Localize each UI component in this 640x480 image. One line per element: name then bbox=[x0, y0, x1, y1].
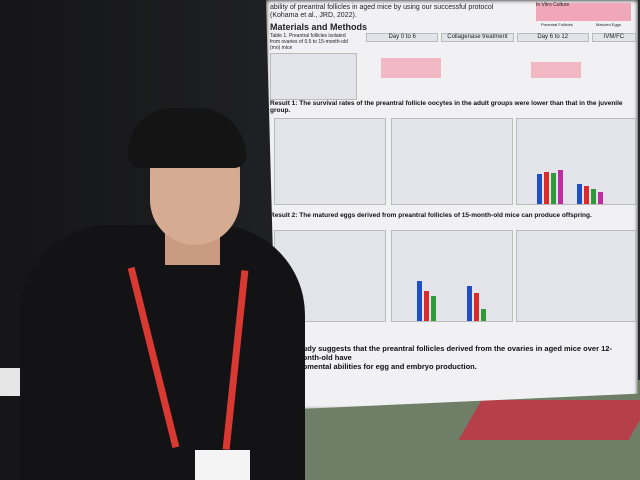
step-1: Day 0 to 6 bbox=[366, 33, 439, 42]
step-2: Collagenase treatment bbox=[441, 33, 514, 42]
materials-heading: Materials and Methods bbox=[270, 22, 368, 32]
name-badge bbox=[195, 450, 250, 480]
person-jacket bbox=[20, 225, 305, 480]
matured-label: Matured Eggs bbox=[596, 22, 621, 27]
result2-offspring-chart bbox=[516, 230, 636, 322]
result1-heading: Result 1: The survival rates of the prea… bbox=[270, 100, 623, 115]
in-vitro-label: In Vitro Culture bbox=[536, 2, 570, 8]
result1-line-chart bbox=[391, 118, 513, 205]
person-hair bbox=[128, 108, 246, 168]
step-3: Day 6 to 12 bbox=[516, 33, 589, 42]
result2-heading: Result 2: The matured eggs derived from … bbox=[270, 212, 592, 219]
step-4: IVM/FC bbox=[591, 33, 637, 42]
result2-bar-chart bbox=[391, 230, 513, 322]
conclusion-text: study suggests that the preantral follic… bbox=[296, 344, 612, 362]
culture-dish-2 bbox=[531, 62, 581, 78]
result1-micrographs bbox=[274, 118, 386, 205]
conclusion-block: lusion study suggests that the preantral… bbox=[284, 336, 629, 372]
red-floor-strip bbox=[458, 400, 640, 440]
result1-bar-chart bbox=[516, 118, 636, 205]
table-caption: Table 1. Preantral follicles isolated fr… bbox=[270, 33, 348, 51]
research-poster: ability of preantral follicles in aged m… bbox=[266, 0, 638, 410]
conclusion-heading: lusion bbox=[284, 336, 629, 344]
in-vitro-graphic: In Vitro Culture bbox=[536, 2, 631, 21]
preantral-label: Preantral Follicles bbox=[541, 22, 573, 27]
culture-dish bbox=[381, 58, 441, 78]
follicle-table bbox=[270, 53, 357, 100]
intro-text: ability of preantral follicles in aged m… bbox=[270, 4, 494, 20]
conclusion-text-2: lopmental abilities for egg and embryo p… bbox=[296, 362, 477, 372]
